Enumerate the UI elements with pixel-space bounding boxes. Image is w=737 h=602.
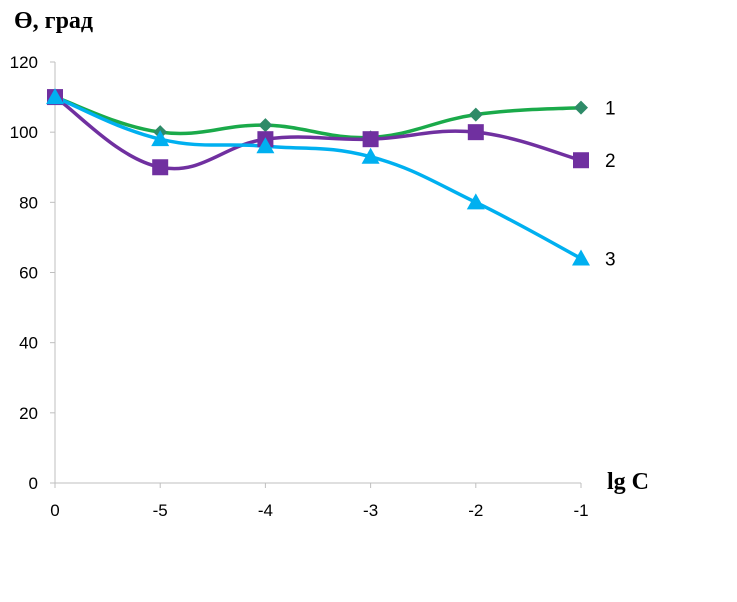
series-lines xyxy=(53,95,583,261)
y-axis-ticks: 0 20 40 60 80 100 120 xyxy=(10,53,55,493)
x-tick-label: -5 xyxy=(153,501,168,520)
x-axis-title: lg C xyxy=(607,469,649,495)
series-2-point xyxy=(362,131,379,148)
y-tick-label: 80 xyxy=(19,193,38,212)
series-line-1 xyxy=(53,95,583,140)
series-line-3 xyxy=(53,95,583,261)
x-tick-label: -2 xyxy=(468,501,483,520)
series-markers xyxy=(46,88,590,266)
series-label-2: 2 xyxy=(605,151,616,172)
series-2-point xyxy=(152,159,169,176)
series-3-point xyxy=(466,193,485,210)
series-3-point xyxy=(151,130,170,147)
series-labels: 1 2 3 xyxy=(605,99,616,271)
series-3-point xyxy=(361,147,380,164)
series-2-point xyxy=(573,152,589,169)
x-tick-label: -1 xyxy=(573,501,588,520)
series-1-point xyxy=(574,100,588,115)
y-tick-label: 40 xyxy=(19,334,38,353)
y-tick-label: 0 xyxy=(29,474,38,493)
y-tick-label: 60 xyxy=(19,264,38,283)
y-tick-label: 100 xyxy=(10,123,38,142)
y-axis-title: Ө, град xyxy=(14,8,93,34)
x-tick-label: 0 xyxy=(50,501,59,520)
series-3-point xyxy=(46,88,64,105)
y-tick-label: 120 xyxy=(10,53,38,72)
series-line-2 xyxy=(53,95,583,171)
series-3-point xyxy=(572,249,590,266)
x-axis-ticks: 0 -5 -4 -3 -2 -1 xyxy=(50,483,589,520)
x-tick-label: -3 xyxy=(363,501,378,520)
series-1-point xyxy=(258,118,273,133)
series-2-point xyxy=(467,124,484,141)
series-label-1: 1 xyxy=(605,99,616,120)
series-1-point xyxy=(468,107,483,122)
y-tick-label: 20 xyxy=(19,404,38,423)
series-3-point xyxy=(256,137,275,154)
series-label-3: 3 xyxy=(605,249,616,270)
x-tick-label: -4 xyxy=(258,501,273,520)
